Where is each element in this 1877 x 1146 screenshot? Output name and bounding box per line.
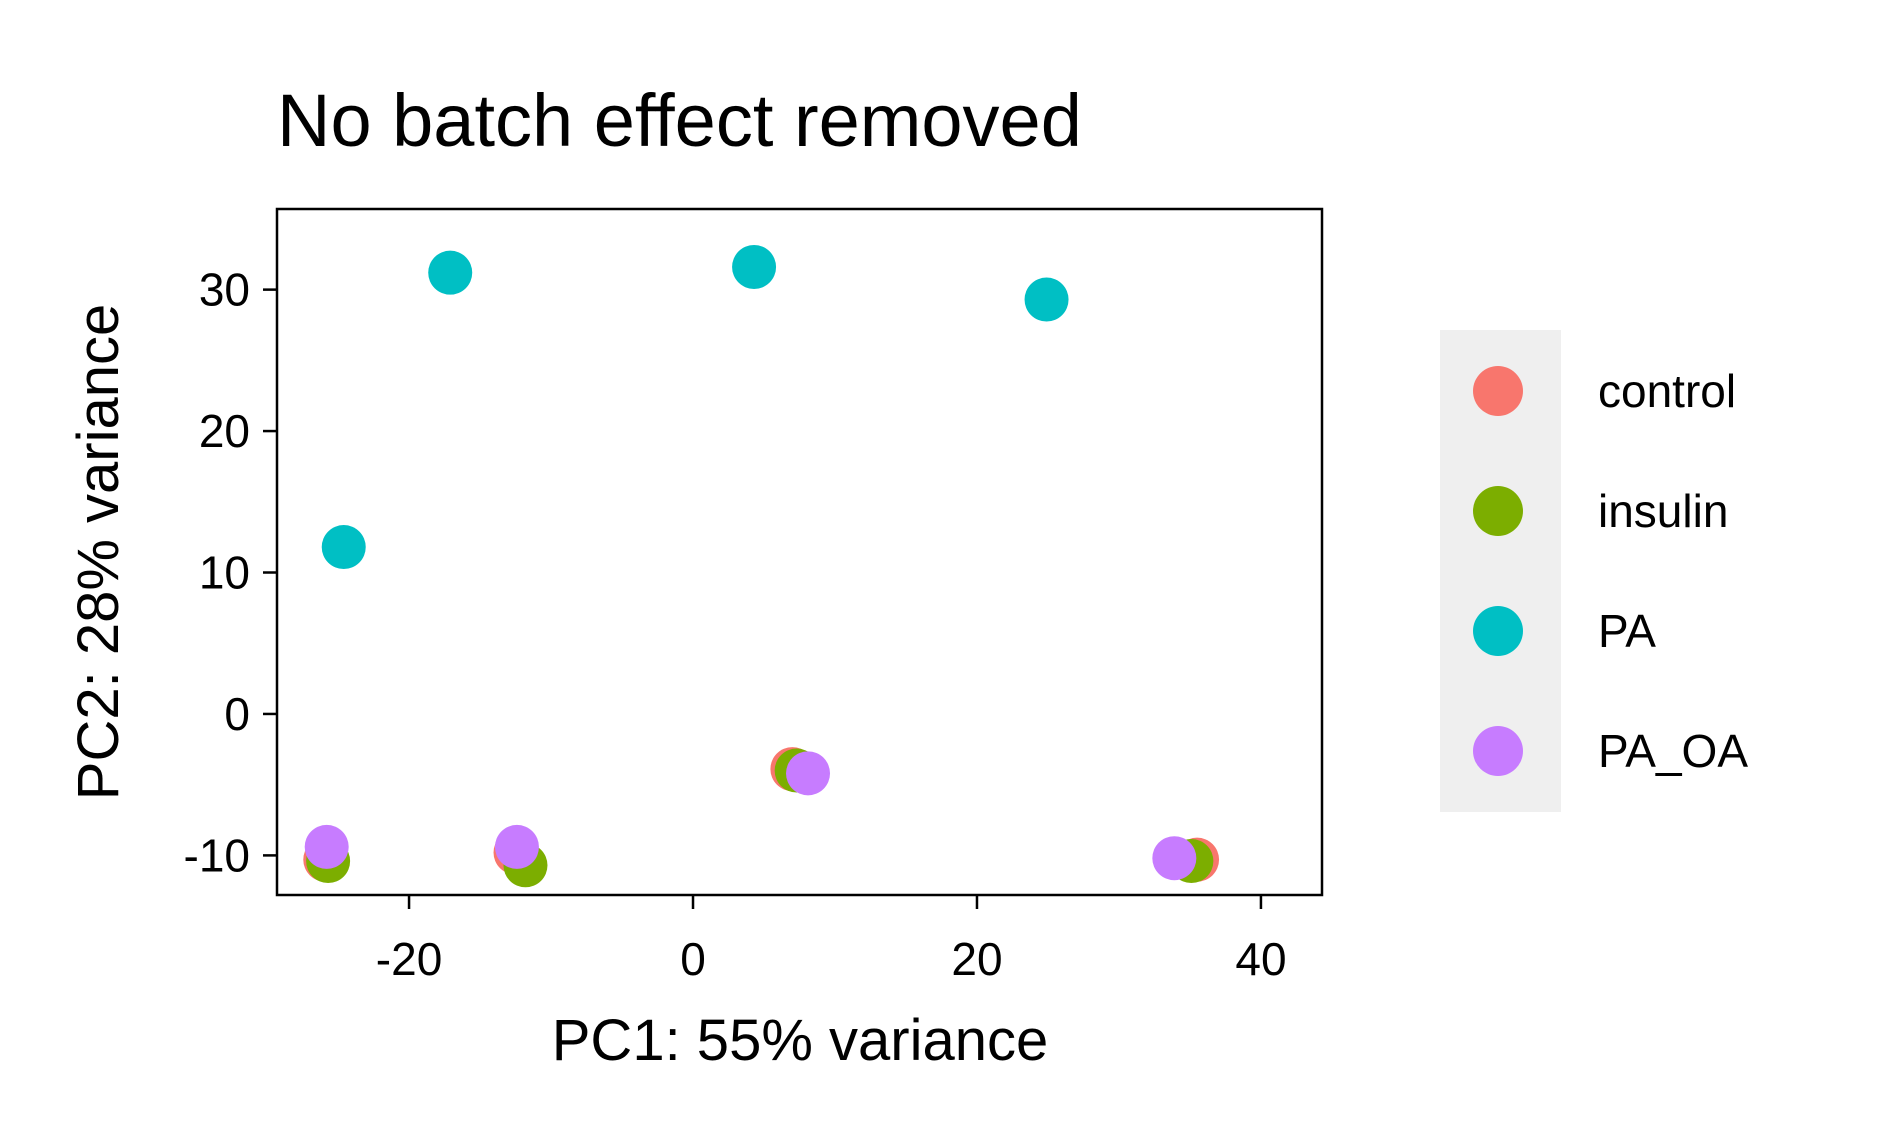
- x-axis-title: PC1: 55% variance: [552, 1008, 1048, 1073]
- x-tick-label: 0: [680, 933, 706, 985]
- y-tick-label: 0: [224, 688, 250, 740]
- y-tick-label: 10: [199, 547, 250, 599]
- point-pa-oa: [1152, 836, 1197, 881]
- legend-key-pa: [1473, 606, 1523, 656]
- y-tick-label: -10: [184, 829, 250, 881]
- legend-key-insulin: [1473, 486, 1523, 536]
- y-tick-label: 30: [199, 264, 250, 316]
- data-points: [303, 244, 1220, 888]
- legend-label: control: [1598, 365, 1736, 417]
- x-axis: -20 0 20 40: [376, 895, 1287, 985]
- point-pa: [732, 244, 777, 289]
- legend-label: PA_OA: [1598, 725, 1748, 777]
- point-pa-oa: [786, 751, 831, 796]
- point-pa-oa: [494, 824, 539, 869]
- x-tick-label: -20: [376, 933, 442, 985]
- legend-key-pa-oa: [1473, 726, 1523, 776]
- x-tick-label: 20: [951, 933, 1002, 985]
- point-pa: [321, 525, 366, 570]
- point-pa: [428, 250, 473, 295]
- legend-key-control: [1473, 366, 1523, 416]
- y-axis-title: PC2: 28% variance: [66, 304, 131, 800]
- point-pa-oa: [304, 824, 349, 869]
- point-pa: [1024, 277, 1069, 322]
- y-tick-label: 20: [199, 405, 250, 457]
- x-tick-label: 40: [1235, 933, 1286, 985]
- y-axis: -10 0 10 20 30: [184, 264, 277, 881]
- legend-label: insulin: [1598, 485, 1728, 537]
- chart-title: No batch effect removed: [277, 79, 1082, 162]
- legend-label: PA: [1598, 605, 1656, 657]
- legend: control insulin PA PA_OA: [1473, 365, 1748, 777]
